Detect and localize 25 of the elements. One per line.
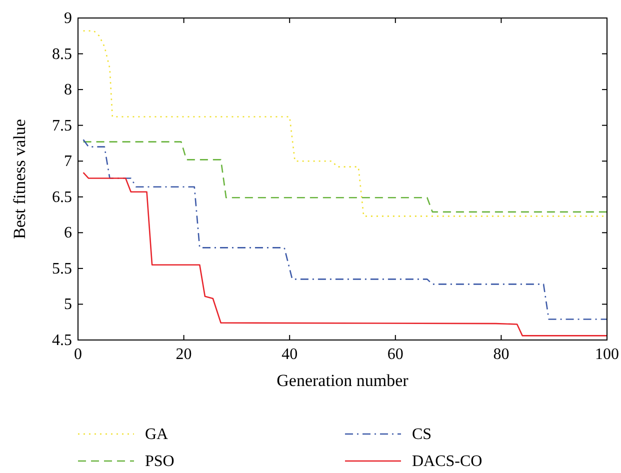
x-tick-label: 40 <box>282 346 298 363</box>
line-series <box>82 138 608 320</box>
y-tick-label: 7 <box>64 153 72 170</box>
y-tick-label: 6.5 <box>52 188 72 206</box>
y-tick-label: 7.5 <box>52 117 72 134</box>
x-tick-label: 0 <box>74 346 82 363</box>
legend-label: CS <box>412 426 432 443</box>
y-tick-label: 5.5 <box>52 260 72 278</box>
line-series <box>82 172 608 336</box>
legend-label: GA <box>145 426 169 443</box>
y-tick-label: 8.5 <box>52 46 72 63</box>
x-tick-label: 100 <box>595 346 619 363</box>
x-tick-label: 20 <box>176 346 192 363</box>
legend-label: PSO <box>145 453 174 470</box>
y-tick-label: 5 <box>64 296 72 314</box>
legend-label: DACS-CO <box>412 453 482 470</box>
y-axis-title: Best fitness value <box>10 119 29 239</box>
y-tick-label: 6 <box>64 224 72 242</box>
y-tick-label: 9 <box>64 10 72 27</box>
y-tick-label: 4.5 <box>52 332 72 349</box>
y-tick-label: 8 <box>64 82 72 99</box>
x-tick-label: 60 <box>387 346 404 363</box>
x-tick-label: 80 <box>493 346 510 363</box>
x-axis-title: Generation number <box>276 371 409 390</box>
line-series <box>82 141 608 213</box>
